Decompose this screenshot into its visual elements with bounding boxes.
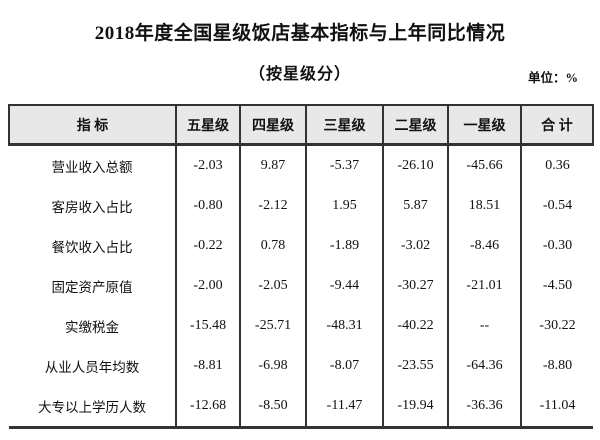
- value-cell: -11.47: [305, 386, 383, 428]
- col-header-four-star: 四星级: [239, 104, 306, 146]
- value-cell: -2.03: [175, 144, 240, 186]
- value-cell: -48.31: [305, 306, 383, 346]
- value-cell: -9.44: [305, 266, 383, 306]
- value-cell: -0.54: [520, 186, 593, 226]
- value-cell: -2.12: [239, 186, 306, 226]
- value-cell: -0.30: [520, 226, 593, 266]
- value-cell: -5.37: [305, 144, 383, 186]
- value-cell: --: [447, 306, 521, 346]
- table-row: 营业收入总额 -2.03 9.87 -5.37 -26.10 -45.66 0.…: [9, 144, 593, 186]
- value-cell: -21.01: [447, 266, 521, 306]
- value-cell: -8.07: [305, 346, 383, 386]
- value-cell: -30.22: [520, 306, 593, 346]
- value-cell: 18.51: [447, 186, 521, 226]
- page-title: 2018年度全国星级饭店基本指标与上年同比情况: [94, 23, 506, 44]
- row-label: 固定资产原值: [51, 280, 133, 295]
- row-label: 实缴税金: [65, 320, 119, 335]
- value-cell: -8.50: [239, 386, 306, 428]
- value-cell: -2.05: [239, 266, 306, 306]
- row-label: 从业人员年均数: [44, 360, 140, 375]
- row-label: 餐饮收入占比: [51, 240, 133, 255]
- value-cell: -4.50: [520, 266, 593, 306]
- table-row: 实缴税金 -15.48 -25.71 -48.31 -40.22 -- -30.…: [9, 306, 593, 346]
- value-cell: -0.22: [175, 226, 240, 266]
- value-cell: -19.94: [382, 386, 448, 428]
- value-cell: -8.81: [175, 346, 240, 386]
- table-row: 客房收入占比 -0.80 -2.12 1.95 5.87 18.51 -0.54: [9, 186, 593, 226]
- value-cell: -3.02: [382, 226, 448, 266]
- col-header-three-star: 三星级: [305, 104, 383, 146]
- page-subtitle: （按星级分）: [248, 66, 351, 83]
- value-cell: -15.48: [175, 306, 240, 346]
- col-header-two-star: 二星级: [382, 104, 448, 146]
- table-row: 固定资产原值 -2.00 -2.05 -9.44 -30.27 -21.01 -…: [9, 266, 593, 306]
- value-cell: -12.68: [175, 386, 240, 428]
- value-cell: -11.04: [520, 386, 593, 428]
- table-row: 餐饮收入占比 -0.22 0.78 -1.89 -3.02 -8.46 -0.3…: [9, 226, 593, 266]
- unit-label: 单位：%: [527, 71, 578, 85]
- value-cell: 1.95: [305, 186, 383, 226]
- value-cell: -8.46: [447, 226, 521, 266]
- value-cell: 0.36: [520, 144, 593, 186]
- value-cell: -2.00: [175, 266, 240, 306]
- value-cell: -8.80: [520, 346, 593, 386]
- value-cell: -25.71: [239, 306, 306, 346]
- value-cell: -40.22: [382, 306, 448, 346]
- col-header-total: 合 计: [520, 104, 594, 146]
- row-label: 大专以上学历人数: [38, 400, 146, 415]
- value-cell: -0.80: [175, 186, 240, 226]
- value-cell: -30.27: [382, 266, 448, 306]
- row-label: 客房收入占比: [51, 200, 133, 215]
- table-row: 从业人员年均数 -8.81 -6.98 -8.07 -23.55 -64.36 …: [9, 346, 593, 386]
- value-cell: 5.87: [382, 186, 448, 226]
- value-cell: -1.89: [305, 226, 383, 266]
- value-cell: -36.36: [447, 386, 521, 428]
- table-row: 大专以上学历人数 -12.68 -8.50 -11.47 -19.94 -36.…: [9, 386, 593, 428]
- value-cell: -26.10: [382, 144, 448, 186]
- col-header-one-star: 一星级: [447, 104, 521, 146]
- table-header-row: 指 标 五星级 四星级 三星级 二星级 一星级 合 计: [8, 104, 594, 146]
- value-cell: -45.66: [447, 144, 521, 186]
- value-cell: 0.78: [239, 226, 306, 266]
- value-cell: -23.55: [382, 346, 448, 386]
- subtitle-row: （按星级分） 单位：%: [0, 63, 600, 87]
- col-header-indicator: 指 标: [8, 104, 176, 146]
- col-header-five-star: 五星级: [175, 104, 240, 146]
- star-hotel-indicators-table: 指 标 五星级 四星级 三星级 二星级 一星级 合 计 营业收入总额 -2.03…: [8, 104, 594, 429]
- value-cell: -64.36: [447, 346, 521, 386]
- row-label: 营业收入总额: [51, 160, 133, 175]
- value-cell: 9.87: [239, 144, 306, 186]
- value-cell: -6.98: [239, 346, 306, 386]
